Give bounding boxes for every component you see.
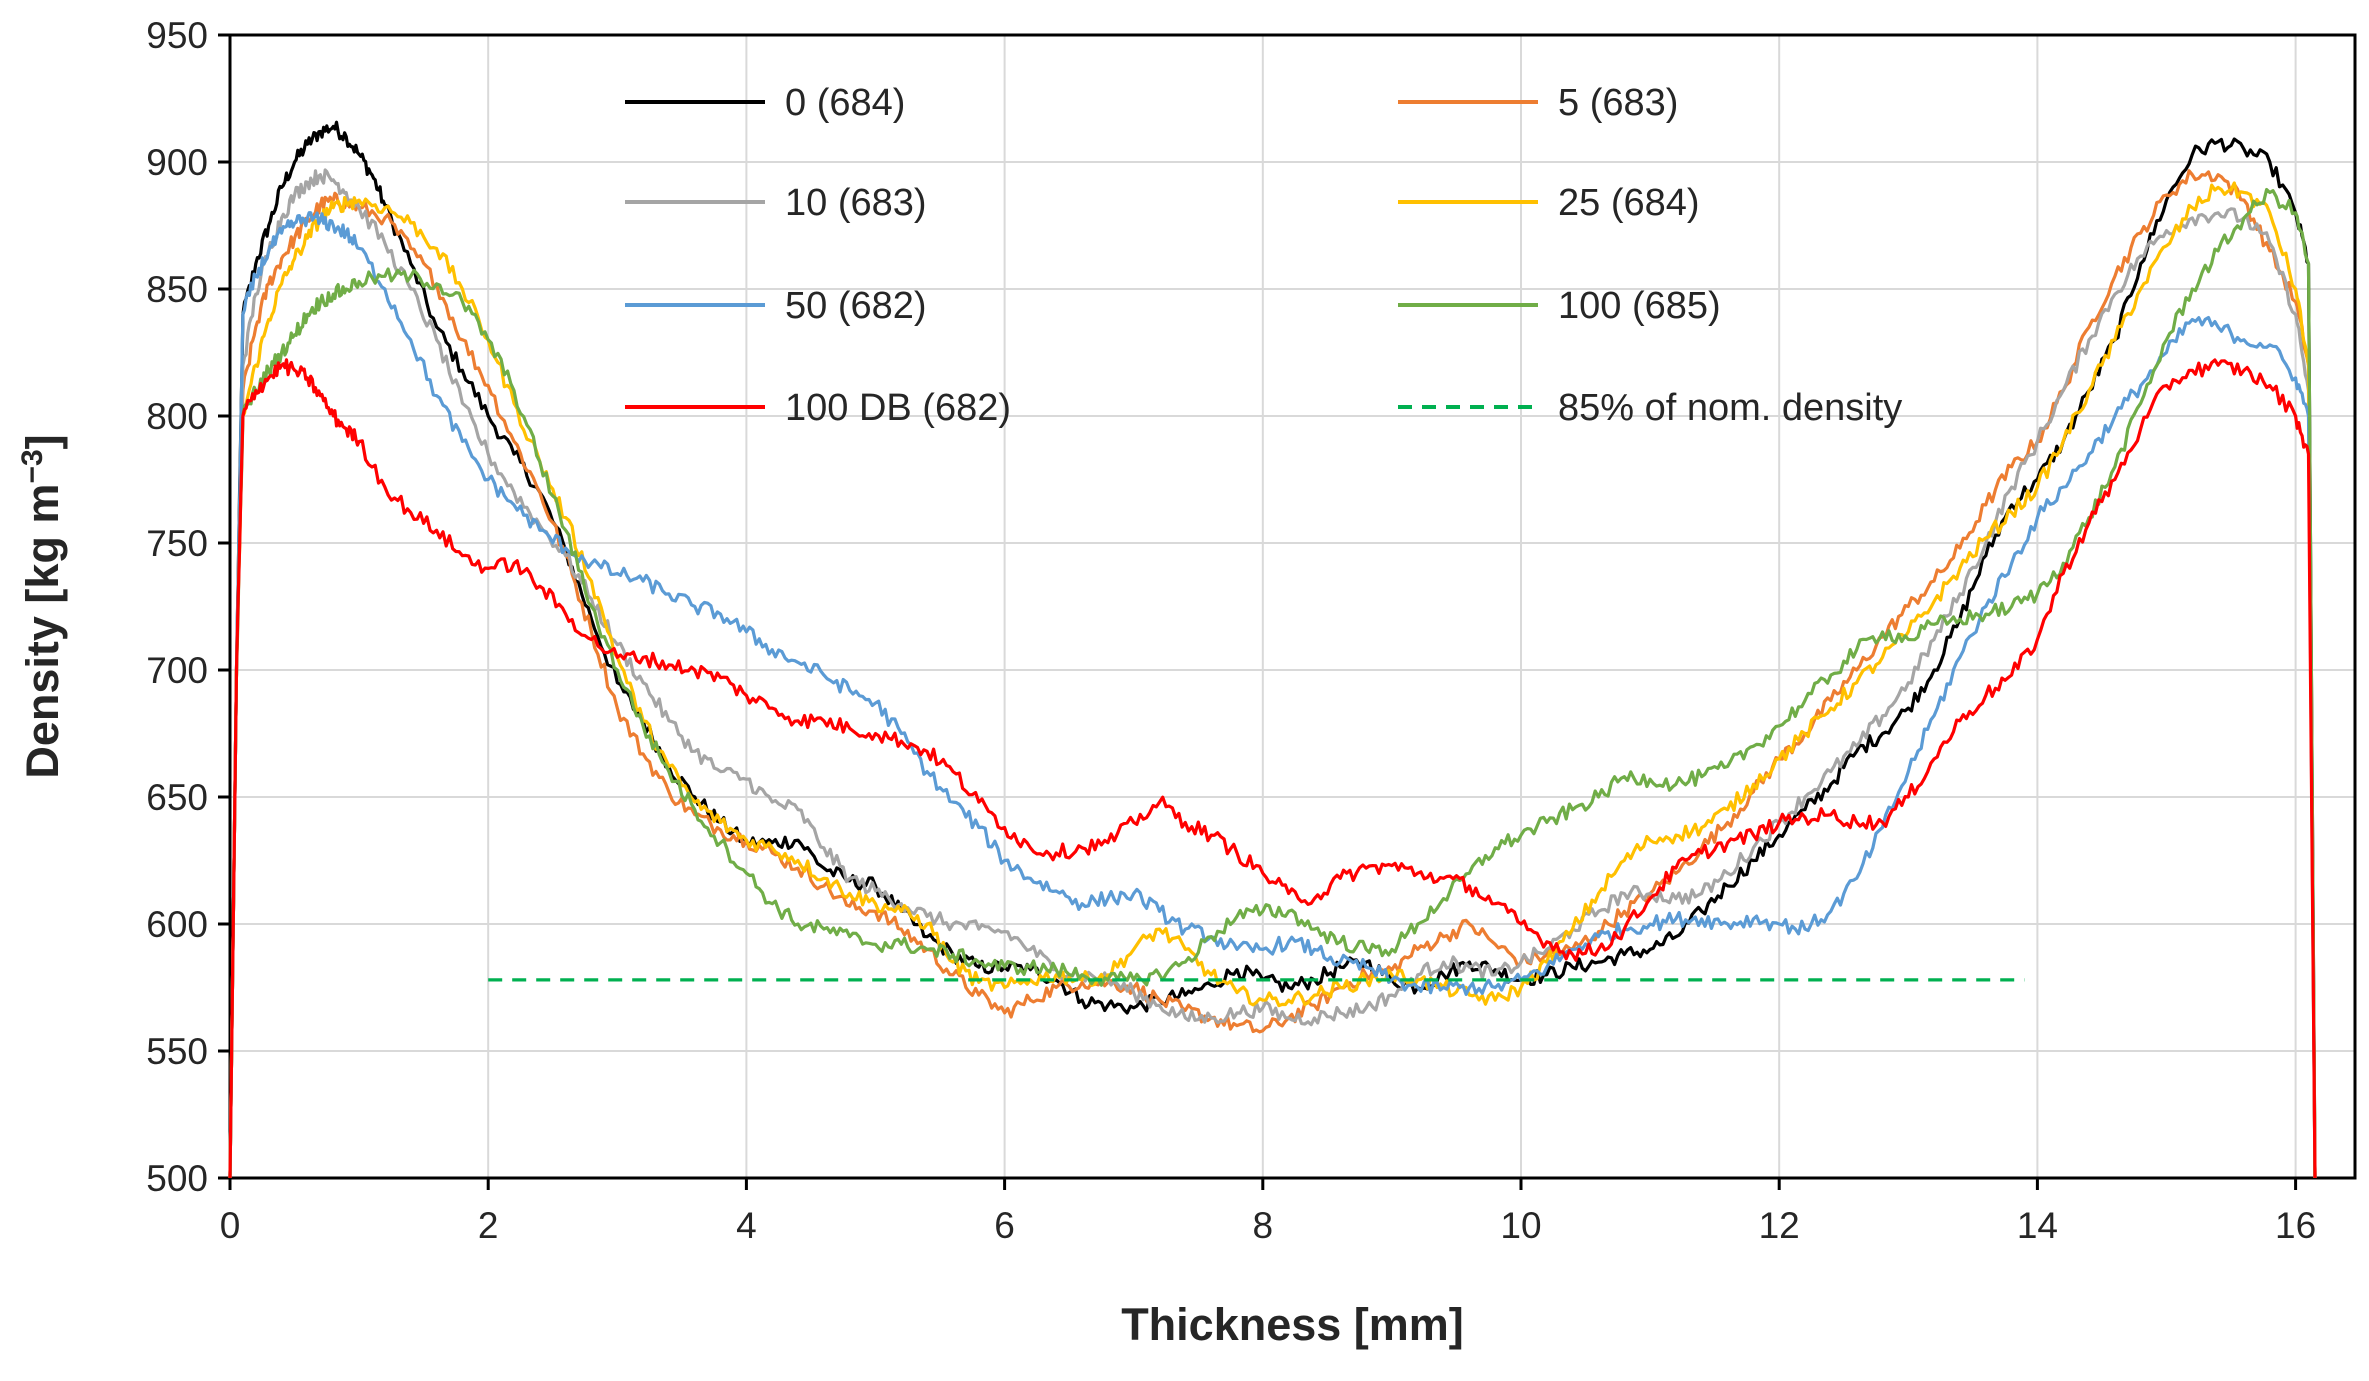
plot-area-frame [228, 33, 2357, 1180]
legend-label: 25 (684) [1558, 182, 1700, 224]
legend-label: 0 (684) [785, 82, 905, 124]
legend-item-25-684: 25 (684) [1398, 182, 1700, 224]
legend-item-50-682: 50 (682) [625, 285, 927, 327]
x-tick-label: 2 [478, 1205, 499, 1246]
x-tick-label: 4 [736, 1205, 757, 1246]
y-tick-label: 700 [146, 650, 208, 691]
legend-label: 100 DB (682) [785, 387, 1011, 429]
gridlines [230, 35, 2355, 1178]
x-tick-label: 12 [1759, 1205, 1800, 1246]
legend-item-100-db-682: 100 DB (682) [625, 387, 1011, 429]
series-line-25-684 [228, 181, 2317, 1179]
legend: 0 (684) 5 (683) 10 (683) 25 (684) 50 (682) 10… [625, 82, 1902, 429]
y-tick-label: 850 [146, 269, 208, 310]
x-axis-ticks: 0 2 4 6 8 10 12 14 16 [220, 1178, 2316, 1246]
legend-label: 50 (682) [785, 285, 927, 327]
y-axis-title: Density [kg m−3] [16, 434, 68, 778]
y-tick-label: 650 [146, 777, 208, 818]
legend-item-85-of-nom-density: 85% of nom. density [1398, 387, 1902, 429]
series-line-0-684 [228, 120, 2317, 1179]
legend-label: 5 (683) [1558, 82, 1678, 124]
x-tick-label: 0 [220, 1205, 241, 1246]
x-tick-label: 14 [2017, 1205, 2058, 1246]
x-tick-label: 10 [1500, 1205, 1541, 1246]
series-line-100-685 [228, 187, 2317, 1179]
series-line-100-db-682 [228, 358, 2317, 1179]
legend-item-100-685: 100 (685) [1398, 285, 1721, 327]
y-tick-label: 500 [146, 1158, 208, 1199]
y-axis-title-main: Density [kg m [17, 484, 68, 779]
legend-item-10-683: 10 (683) [625, 182, 927, 224]
x-axis-title: Thickness [mm] [1121, 1299, 1464, 1350]
legend-item-5-683: 5 (683) [1398, 82, 1678, 124]
y-tick-label: 550 [146, 1031, 208, 1072]
series-lines [228, 120, 2317, 1179]
legend-label: 100 (685) [1558, 285, 1721, 327]
y-tick-label: 800 [146, 396, 208, 437]
x-tick-label: 8 [1253, 1205, 1274, 1246]
y-axis-title-close: ] [17, 434, 68, 449]
y-tick-label: 750 [146, 523, 208, 564]
y-tick-label: 600 [146, 904, 208, 945]
series-line-10-683 [228, 168, 2317, 1179]
x-tick-label: 6 [994, 1205, 1015, 1246]
y-axis-title-superscript: −3 [16, 449, 49, 483]
y-tick-label: 950 [146, 15, 208, 56]
y-tick-label: 900 [146, 142, 208, 183]
y-axis-ticks: 500 550 600 650 700 750 800 850 900 950 [146, 15, 230, 1199]
legend-label: 10 (683) [785, 182, 927, 224]
legend-item-0-684: 0 (684) [625, 82, 905, 124]
legend-label: 85% of nom. density [1558, 387, 1902, 429]
x-tick-label: 16 [2275, 1205, 2316, 1246]
